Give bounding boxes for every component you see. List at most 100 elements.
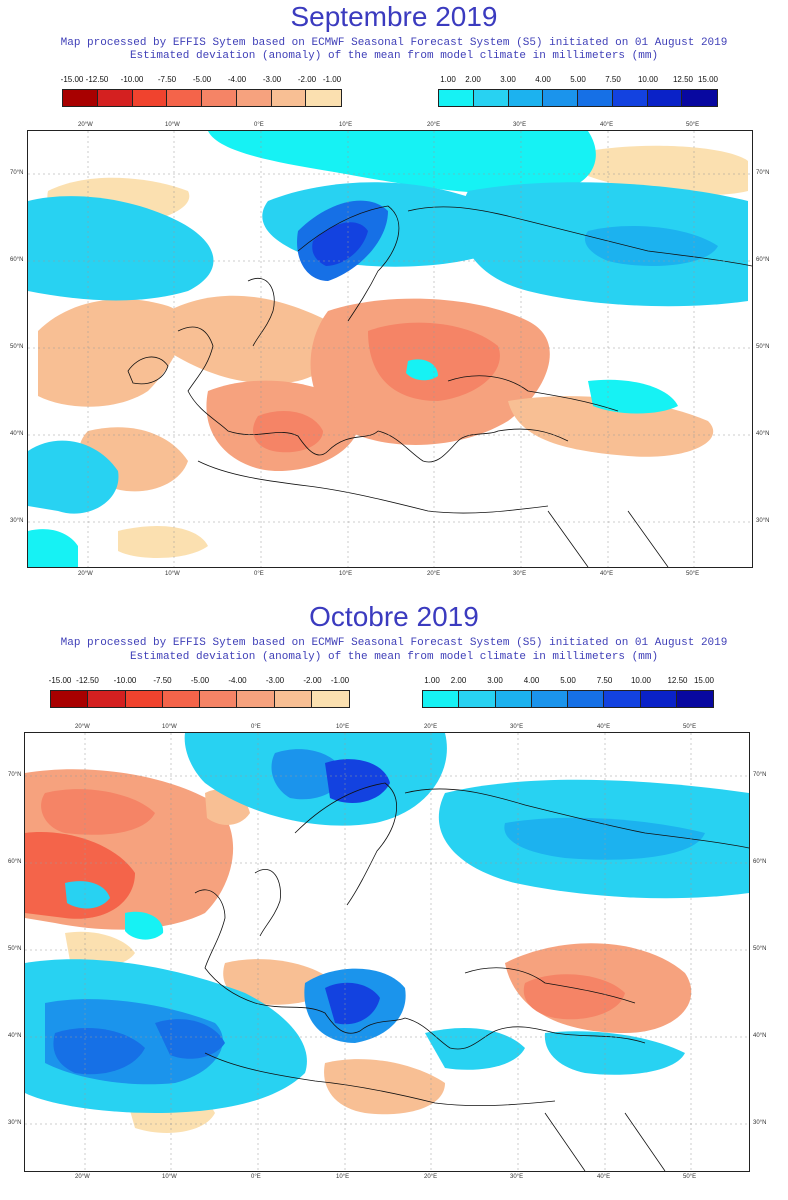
colorbar-swatch [473, 90, 509, 106]
colorbar-swatch [306, 90, 341, 106]
lat-label: 50°N [756, 344, 770, 350]
lon-label: 10°E [339, 571, 353, 577]
map-title: Septembre 2019 [290, 1, 498, 32]
lon-label: 20°E [424, 1174, 438, 1180]
colorbar-swatch [162, 691, 200, 707]
colorbar-label: -2.00 [303, 676, 322, 685]
colorbar-label: -3.00 [265, 676, 285, 685]
anomaly-map [24, 732, 750, 1172]
lat-label: 70°N [8, 772, 22, 778]
colorbar-label: 5.00 [560, 676, 576, 685]
colorbar-label: 4.00 [523, 676, 540, 685]
colorbar-swatch [604, 691, 641, 707]
colorbar-label: 10.00 [630, 676, 652, 685]
coastlines [194, 782, 749, 1171]
lon-label: 10°W [165, 122, 180, 128]
colorbar-swatch [271, 90, 307, 106]
colorbar-label: -1.00 [330, 676, 350, 685]
map-subtitle-source: Map processed by EFFIS Sytem based on EC… [60, 37, 728, 49]
colorbar-label: -15.00 [48, 676, 72, 685]
colorbar-label: 15.00 [693, 676, 715, 685]
colorbar-swatch [63, 90, 98, 106]
colorbar-swatch [97, 90, 133, 106]
map-title: Octobre 2019 [309, 601, 479, 632]
colorbar-swatch [202, 90, 237, 106]
colorbar-label: 5.00 [570, 75, 586, 84]
lon-label: 50°E [686, 122, 700, 128]
lon-label: 20°E [424, 724, 438, 730]
lat-label: 60°N [753, 859, 767, 865]
coastlines [127, 205, 752, 567]
colorbar-label: -12.50 [76, 676, 99, 685]
colorbar-label: -1.00 [322, 75, 342, 84]
colorbar-label: 1.00 [424, 676, 440, 685]
colorbar-label: 4.00 [535, 75, 551, 84]
map-subtitle-description: Estimated deviation (anomaly) of the mea… [129, 651, 659, 663]
colorbar-label: 2.00 [465, 75, 481, 84]
graticule [25, 733, 749, 1171]
lat-label: 60°N [8, 859, 22, 865]
lat-label: 40°N [756, 431, 770, 437]
lon-label: 20°W [75, 724, 90, 730]
colorbar-swatch [132, 90, 168, 106]
lon-label: 20°W [78, 122, 93, 128]
lat-label: 70°N [10, 170, 24, 176]
lon-label: 10°W [162, 724, 177, 730]
lat-label: 50°N [10, 344, 24, 350]
colorbar-swatch [495, 691, 532, 707]
colorbar-swatch [167, 90, 202, 106]
wet-anomaly-areas [25, 733, 749, 1113]
lon-label: 20°E [427, 571, 441, 577]
lon-label: 0°E [251, 1174, 261, 1180]
lon-label: 30°E [510, 724, 524, 730]
colorbar-label: -2.00 [297, 75, 317, 84]
lat-label: 30°N [10, 518, 24, 524]
colorbar-swatch [200, 691, 238, 707]
lat-label: 60°N [756, 257, 770, 263]
lon-label: 40°E [600, 571, 614, 577]
colorbar-swatch [439, 90, 474, 106]
lon-label: 30°E [510, 1174, 524, 1180]
lon-label: 0°E [251, 724, 261, 730]
lon-label: 10°W [165, 571, 180, 577]
lat-label: 50°N [753, 946, 767, 952]
lon-label: 10°E [336, 1174, 350, 1180]
lat-label: 70°N [753, 772, 767, 778]
colorbar-label: 10.00 [637, 75, 659, 84]
colorbar-label: 12.50 [672, 75, 694, 84]
colorbar-label: -7.50 [153, 676, 172, 685]
colorbar-swatch [274, 691, 312, 707]
colorbar-swatch [311, 691, 349, 707]
lat-label: 30°N [756, 518, 770, 524]
lat-label: 40°N [753, 1033, 767, 1039]
colorbar-swatch [647, 90, 683, 106]
colorbar-swatch [682, 90, 717, 106]
colorbar-swatch [88, 691, 126, 707]
lon-label: 20°W [75, 1174, 90, 1180]
colorbar-swatch [640, 691, 677, 707]
lat-label: 50°N [8, 946, 22, 952]
colorbar-label: -3.00 [262, 75, 282, 84]
colorbar-dry: -15.00 -12.50 -10.00 -7.50 -5.00 -4.00 -3.00 -2… [61, 75, 342, 111]
colorbar-label: -4.00 [227, 75, 247, 84]
panel-september: Septembre 2019 Map processed by EFFIS Sy… [0, 0, 788, 590]
lat-label: 60°N [10, 257, 24, 263]
lon-label: 50°E [686, 571, 700, 577]
lon-label: 20°E [427, 122, 441, 128]
colorbar-swatch [237, 691, 275, 707]
colorbar-label: -4.00 [228, 676, 247, 685]
colorbar-label: -5.00 [190, 676, 210, 685]
colorbar-label: -5.00 [192, 75, 212, 84]
colorbar-label: 3.00 [500, 75, 516, 84]
lon-label: 20°W [78, 571, 93, 577]
lon-label: 0°E [254, 122, 264, 128]
lon-label: 30°E [513, 122, 527, 128]
colorbar-swatch [676, 691, 713, 707]
colorbar-swatch [612, 90, 648, 106]
colorbar-swatch [568, 691, 605, 707]
colorbar-swatch [423, 691, 460, 707]
lon-label: 10°W [162, 1174, 177, 1180]
colorbar-swatch [508, 90, 544, 106]
map-canvas [25, 733, 749, 1171]
colorbar-label: 15.00 [697, 75, 719, 84]
